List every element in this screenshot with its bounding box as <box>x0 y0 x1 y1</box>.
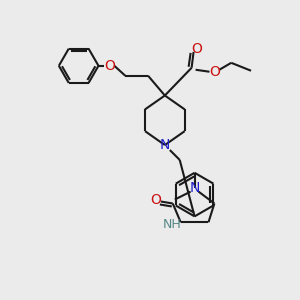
Text: O: O <box>104 59 115 73</box>
Text: N: N <box>160 138 170 152</box>
Text: N: N <box>189 181 200 195</box>
Text: O: O <box>191 42 202 56</box>
Text: O: O <box>209 65 220 79</box>
Text: NH: NH <box>162 218 181 231</box>
Text: O: O <box>151 193 161 206</box>
